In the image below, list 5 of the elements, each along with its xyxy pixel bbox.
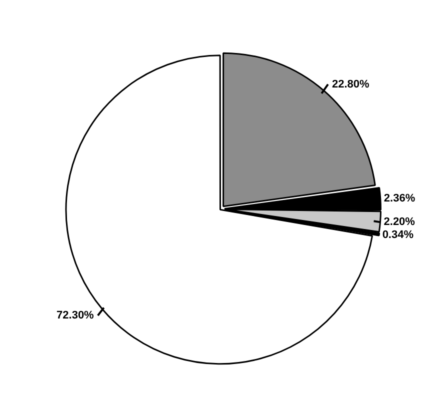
data-label: 22.80% — [332, 78, 370, 90]
data-label: 2.20% — [384, 216, 416, 228]
data-label: 2.36% — [384, 192, 416, 204]
data-label: 0.34% — [382, 229, 414, 242]
data-label: 72.30% — [56, 310, 94, 322]
